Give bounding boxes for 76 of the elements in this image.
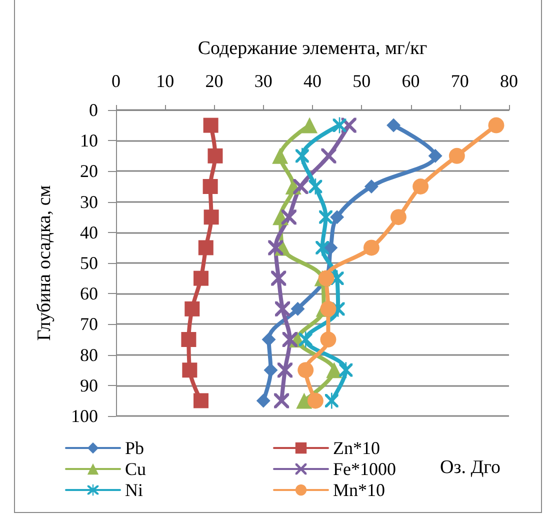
- y-tick-label: 60: [80, 284, 98, 304]
- point: [264, 363, 278, 378]
- point: [412, 178, 429, 194]
- point: [298, 362, 314, 378]
- x-tick-label: 50: [352, 71, 371, 91]
- point: [281, 210, 296, 225]
- y-tick-label: 70: [80, 314, 98, 334]
- x-axis-title: Содержание элемента, мг/кг: [198, 38, 428, 59]
- point: [256, 394, 270, 408]
- x-tick-label: 60: [402, 71, 420, 91]
- y-tick-label: 100: [71, 406, 98, 426]
- legend-label: Zn*10: [333, 438, 380, 458]
- legend-label: Cu: [125, 459, 146, 479]
- point: [298, 332, 312, 348]
- point: [324, 392, 338, 409]
- y-tick-label: 90: [80, 375, 98, 396]
- point: [363, 240, 380, 256]
- y-tick-label: 40: [80, 222, 98, 242]
- point: [198, 240, 214, 256]
- point: [330, 210, 344, 224]
- point: [271, 270, 286, 286]
- point: [184, 301, 200, 316]
- point: [339, 362, 353, 378]
- y-tick-label: 0: [89, 100, 98, 120]
- point: [448, 148, 465, 164]
- point: [293, 179, 308, 194]
- y-tick-label: 10: [80, 130, 98, 151]
- point: [364, 180, 378, 194]
- point: [316, 240, 329, 256]
- point: [208, 148, 223, 164]
- point: [428, 148, 442, 163]
- y-tick-label: 30: [80, 192, 98, 212]
- point: [307, 392, 324, 409]
- point: [204, 210, 219, 225]
- point: [181, 332, 196, 347]
- point: [290, 302, 305, 316]
- point: [282, 332, 298, 347]
- point: [203, 118, 218, 133]
- legend-label: Mn*10: [333, 480, 386, 500]
- x-tick-label: 10: [156, 71, 174, 91]
- x-tick-label: 80: [500, 71, 518, 91]
- point: [262, 332, 276, 346]
- point: [320, 300, 336, 317]
- point: [274, 393, 290, 408]
- point: [182, 362, 198, 378]
- point: [302, 117, 318, 134]
- x-tick-label: 30: [254, 71, 272, 91]
- x-tick-label: 0: [112, 71, 120, 91]
- point: [319, 209, 332, 226]
- legend-label: Pb: [125, 438, 144, 458]
- point: [488, 117, 504, 134]
- point: [277, 362, 292, 378]
- x-tick-label: 40: [304, 71, 322, 91]
- legend-label: Ni: [125, 480, 143, 500]
- point: [272, 148, 288, 164]
- point: [386, 118, 401, 132]
- point: [275, 301, 290, 316]
- point: [320, 332, 336, 348]
- point: [296, 148, 309, 164]
- point: [390, 209, 406, 226]
- point: [332, 117, 346, 134]
- y-tick-label: 50: [80, 253, 98, 273]
- y-tick-label: 80: [80, 344, 98, 365]
- x-tick-label: 20: [205, 71, 224, 91]
- x-tick-label: 70: [450, 71, 469, 91]
- point: [296, 392, 312, 409]
- point: [202, 179, 218, 194]
- legend-label: Fe*1000: [333, 459, 396, 479]
- point: [326, 362, 342, 378]
- y-tick-label: 20: [80, 161, 98, 182]
- y-axis-title: Глубина осадка, см: [34, 185, 55, 341]
- point: [193, 393, 208, 408]
- point: [321, 148, 336, 164]
- text: Оз. Дго: [440, 457, 501, 478]
- point: [268, 240, 284, 256]
- point: [193, 270, 208, 286]
